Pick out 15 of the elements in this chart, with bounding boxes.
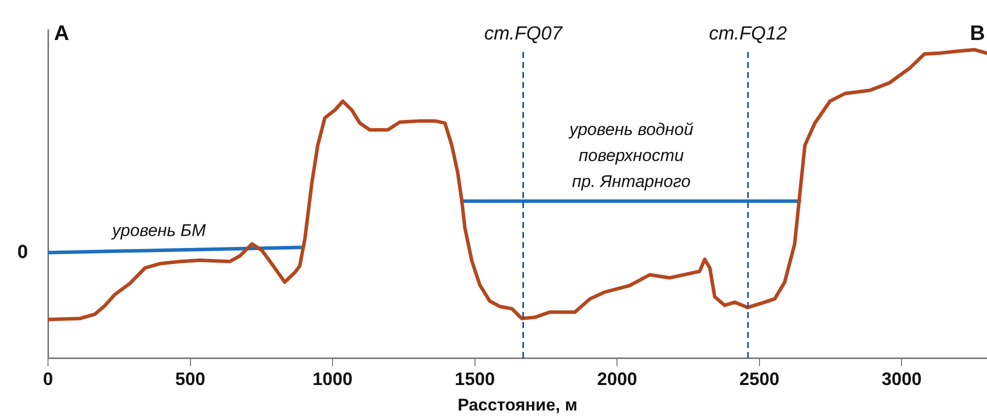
- annotation: 0: [17, 242, 28, 263]
- x-tick-label: 2500: [739, 368, 780, 389]
- x-axis-title: Расстояние, м: [458, 395, 578, 414]
- x-tick-label: 0: [42, 368, 54, 389]
- x-tick-label: 3000: [882, 368, 922, 389]
- annotation: уровень БМ: [111, 221, 207, 240]
- annotation: уровень водной поверхности пр. Янтарного: [568, 120, 694, 192]
- x-tick-label: 1500: [454, 368, 495, 389]
- ref-line-label: ст.FQ07: [484, 23, 564, 44]
- x-tick-label: 1000: [312, 368, 353, 389]
- x-tick-label: 500: [175, 368, 206, 389]
- text: A: [54, 22, 70, 45]
- text: B: [970, 22, 985, 45]
- ref-line-label: ст.FQ12: [709, 23, 788, 44]
- x-tick-label: 2000: [597, 368, 638, 389]
